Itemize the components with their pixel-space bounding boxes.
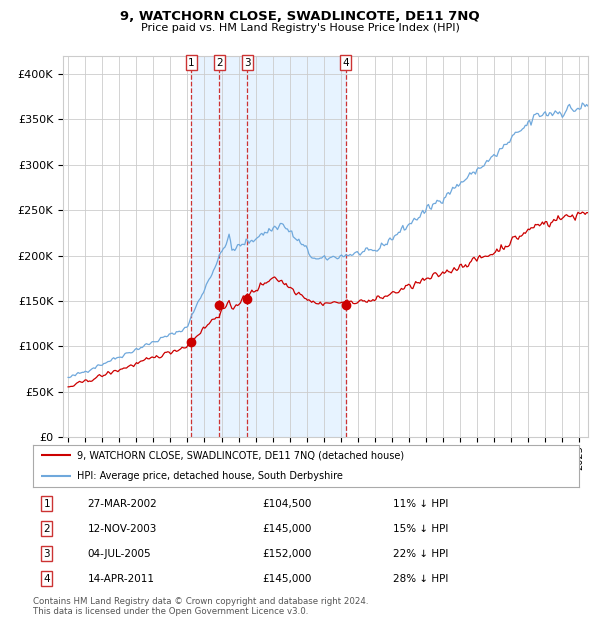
Text: 11% ↓ HPI: 11% ↓ HPI bbox=[394, 498, 449, 508]
Text: 1: 1 bbox=[188, 58, 194, 68]
Text: 9, WATCHORN CLOSE, SWADLINCOTE, DE11 7NQ: 9, WATCHORN CLOSE, SWADLINCOTE, DE11 7NQ bbox=[120, 10, 480, 23]
Text: 9, WATCHORN CLOSE, SWADLINCOTE, DE11 7NQ (detached house): 9, WATCHORN CLOSE, SWADLINCOTE, DE11 7NQ… bbox=[77, 450, 404, 460]
Text: Price paid vs. HM Land Registry's House Price Index (HPI): Price paid vs. HM Land Registry's House … bbox=[140, 23, 460, 33]
Text: £104,500: £104,500 bbox=[262, 498, 311, 508]
Text: HPI: Average price, detached house, South Derbyshire: HPI: Average price, detached house, Sout… bbox=[77, 471, 343, 481]
Text: 4: 4 bbox=[43, 574, 50, 584]
Text: 27-MAR-2002: 27-MAR-2002 bbox=[88, 498, 157, 508]
Text: 15% ↓ HPI: 15% ↓ HPI bbox=[394, 524, 449, 534]
Text: 3: 3 bbox=[43, 549, 50, 559]
Text: 2: 2 bbox=[216, 58, 223, 68]
Text: This data is licensed under the Open Government Licence v3.0.: This data is licensed under the Open Gov… bbox=[33, 607, 308, 616]
Text: £145,000: £145,000 bbox=[262, 524, 311, 534]
Text: 3: 3 bbox=[244, 58, 251, 68]
Text: 28% ↓ HPI: 28% ↓ HPI bbox=[394, 574, 449, 584]
Text: 22% ↓ HPI: 22% ↓ HPI bbox=[394, 549, 449, 559]
Text: Contains HM Land Registry data © Crown copyright and database right 2024.: Contains HM Land Registry data © Crown c… bbox=[33, 598, 368, 606]
Text: 14-APR-2011: 14-APR-2011 bbox=[88, 574, 155, 584]
Text: 4: 4 bbox=[343, 58, 349, 68]
Text: £145,000: £145,000 bbox=[262, 574, 311, 584]
Text: 12-NOV-2003: 12-NOV-2003 bbox=[88, 524, 157, 534]
Text: 04-JUL-2005: 04-JUL-2005 bbox=[88, 549, 151, 559]
Text: 2: 2 bbox=[43, 524, 50, 534]
Bar bbox=[191, 56, 346, 437]
Text: 1: 1 bbox=[43, 498, 50, 508]
Text: £152,000: £152,000 bbox=[262, 549, 311, 559]
